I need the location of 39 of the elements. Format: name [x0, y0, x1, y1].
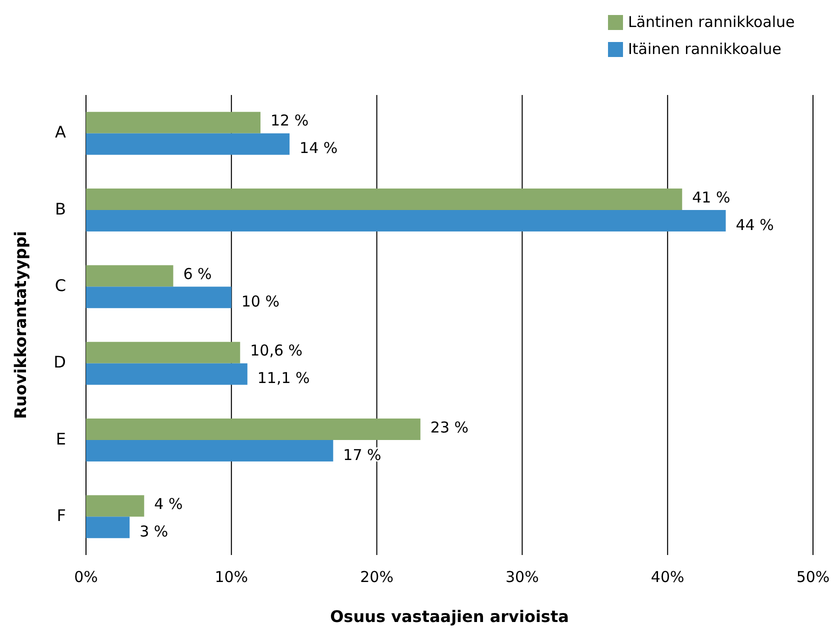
- x-tick-label: 40%: [650, 568, 684, 586]
- y-tick-label: D: [54, 352, 66, 372]
- y-axis-title: Ruovikkorantatyyppi: [11, 231, 30, 419]
- bar: [86, 495, 144, 517]
- data-label: 14 %: [300, 139, 338, 158]
- bar: [86, 440, 334, 462]
- x-tick-label: 10%: [214, 568, 248, 586]
- x-tick-label: 20%: [360, 568, 394, 586]
- bar: [86, 188, 682, 210]
- data-label: 10 %: [241, 292, 280, 311]
- y-tick-label: C: [54, 276, 66, 296]
- y-tick-label: F: [56, 506, 66, 526]
- y-tick-label: A: [55, 122, 66, 142]
- bar: [86, 210, 726, 232]
- y-tick-label: E: [56, 429, 66, 448]
- bar: [86, 133, 290, 155]
- data-label: 6 %: [183, 265, 212, 284]
- data-label: 10,6 %: [250, 342, 303, 360]
- data-label: 3 %: [140, 522, 168, 541]
- legend-label: Itäinen rannikkoalue: [628, 40, 782, 58]
- bar: [86, 265, 174, 287]
- data-label: 12 %: [270, 112, 309, 130]
- data-label: 44 %: [736, 216, 774, 234]
- y-tick-label: B: [55, 199, 66, 218]
- data-label: 4 %: [154, 495, 183, 514]
- bar: [86, 342, 240, 364]
- x-tick-label: 50%: [796, 568, 830, 586]
- x-tick-label: 30%: [506, 568, 539, 586]
- bar: [86, 516, 130, 538]
- bar: [86, 418, 420, 440]
- x-tick-label: 0%: [74, 568, 98, 586]
- bar: [86, 286, 232, 308]
- data-label: 23 %: [430, 418, 469, 436]
- x-axis-title: Osuus vastaajien arvioista: [330, 607, 569, 626]
- legend-label: Läntinen rannikkoalue: [628, 13, 795, 32]
- data-label: 41 %: [692, 188, 730, 206]
- data-label: 11,1 %: [257, 369, 310, 388]
- bar: [86, 112, 260, 134]
- bar: [86, 363, 248, 385]
